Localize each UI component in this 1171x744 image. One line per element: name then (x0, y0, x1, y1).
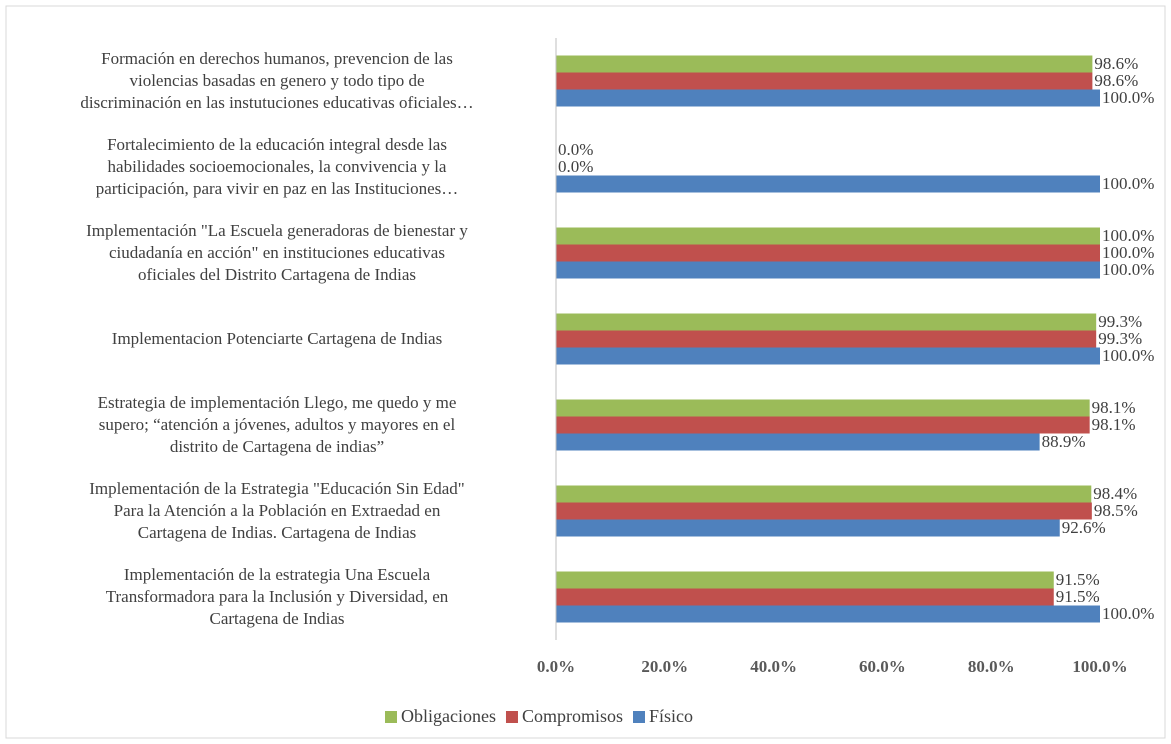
data-label: 100.0% (1102, 604, 1154, 623)
data-label: 100.0% (1102, 88, 1154, 107)
legend-label: Compromisos (522, 706, 623, 726)
bar (556, 416, 1090, 434)
data-label: 91.5% (1056, 570, 1100, 589)
chart-border (5, 5, 1166, 739)
y-tick-label: Fortalecimiento de la educación integral… (95, 135, 459, 198)
bar (556, 347, 1100, 365)
legend-swatch (385, 711, 397, 723)
legend-label: Obligaciones (401, 706, 496, 726)
bar (556, 227, 1100, 245)
bar (556, 175, 1100, 193)
bar (556, 261, 1100, 279)
bar (556, 399, 1090, 417)
data-label: 98.4% (1093, 484, 1137, 503)
bar (556, 485, 1092, 503)
data-label: 0.0% (558, 157, 593, 176)
x-tick-label: 40.0% (750, 657, 797, 676)
x-tick-label: 100.0% (1072, 657, 1127, 676)
data-label: 98.5% (1094, 501, 1138, 520)
bar (556, 502, 1092, 520)
y-tick-label: Estrategia de implementación Llego, me q… (97, 393, 457, 456)
data-label: 100.0% (1102, 226, 1154, 245)
data-label: 100.0% (1102, 260, 1154, 279)
bar (556, 433, 1040, 451)
bar (556, 330, 1097, 348)
bar (556, 72, 1093, 90)
bar (556, 313, 1097, 331)
data-label: 98.6% (1094, 54, 1138, 73)
bar (556, 588, 1054, 606)
y-tick-label: Implementación de la Estrategia "Educaci… (89, 479, 465, 542)
bar (556, 605, 1100, 623)
data-label: 100.0% (1102, 174, 1154, 193)
legend-label: Físico (649, 706, 693, 726)
data-label: 98.1% (1092, 415, 1136, 434)
data-label: 91.5% (1056, 587, 1100, 606)
x-tick-label: 80.0% (968, 657, 1015, 676)
y-tick-label: Implementacion Potenciarte Cartagena de … (111, 329, 443, 348)
y-tick-label: Implementación "La Escuela generadoras d… (86, 221, 468, 284)
x-tick-label: 20.0% (641, 657, 688, 676)
y-tick-label: Implementación de la estrategia Una Escu… (105, 565, 449, 628)
data-label: 99.3% (1098, 329, 1142, 348)
data-label: 88.9% (1042, 432, 1086, 451)
bar (556, 519, 1060, 537)
y-tick-label: Formación en derechos humanos, prevencio… (80, 49, 474, 112)
data-label: 100.0% (1102, 346, 1154, 365)
legend-swatch (633, 711, 645, 723)
legend-swatch (505, 711, 518, 723)
bar (556, 571, 1054, 589)
x-tick-label: 0.0% (537, 657, 575, 676)
data-label: 99.3% (1098, 312, 1142, 331)
data-label: 92.6% (1062, 518, 1106, 537)
data-label: 98.1% (1092, 398, 1136, 417)
bar (556, 244, 1100, 262)
bar (556, 55, 1093, 73)
bar (556, 89, 1100, 107)
data-label: 100.0% (1102, 243, 1154, 262)
data-label: 0.0% (558, 140, 593, 159)
data-label: 98.6% (1094, 71, 1138, 90)
x-tick-label: 60.0% (859, 657, 906, 676)
